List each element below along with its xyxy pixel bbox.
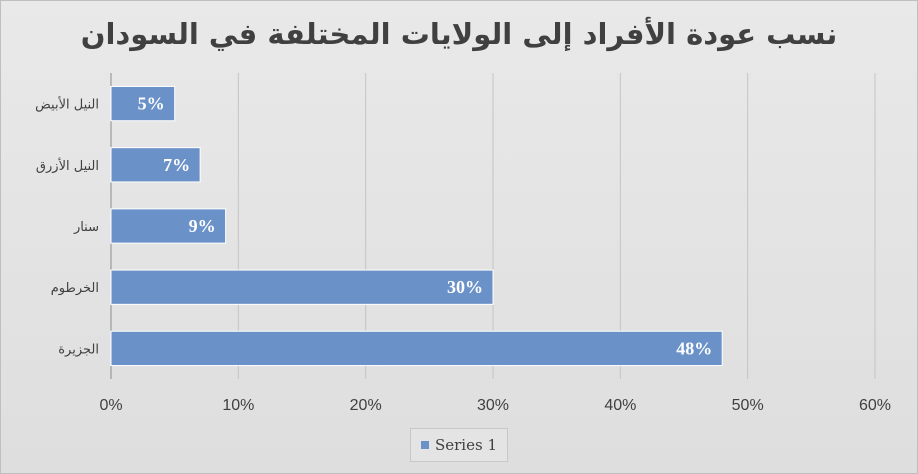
category-label: النيل الأبيض: [35, 96, 99, 113]
category-label: النيل الأزرق: [36, 157, 99, 174]
bar: [110, 85, 176, 122]
bar: [110, 330, 723, 367]
legend-swatch: [420, 441, 429, 449]
bar-data-label: 7%: [163, 155, 190, 175]
bar-data-label: 30%: [447, 277, 483, 297]
bar: [110, 269, 494, 305]
x-tick-label: 20%: [350, 397, 382, 414]
chart-title: نسب عودة الأفراد إلى الولايات المختلفة ف…: [80, 17, 838, 51]
x-tick-label: 10%: [222, 397, 254, 414]
x-tick-label: 40%: [604, 397, 636, 414]
x-tick-label: 0%: [99, 397, 122, 414]
bar-data-label: 9%: [189, 216, 216, 236]
bar-data-label: 48%: [676, 338, 712, 358]
bar: [110, 208, 227, 244]
legend: Series 1: [410, 428, 508, 462]
x-tick-label: 30%: [477, 397, 509, 414]
x-tick-label: 60%: [859, 397, 891, 414]
category-label: سنار: [73, 220, 99, 235]
bar-data-label: 5%: [138, 94, 165, 114]
x-tick-label: 50%: [732, 397, 764, 414]
bar: [110, 147, 201, 183]
category-label: الخرطوم: [51, 281, 99, 296]
category-label: الجزيرة: [58, 342, 99, 357]
legend-label: Series 1: [434, 436, 497, 454]
